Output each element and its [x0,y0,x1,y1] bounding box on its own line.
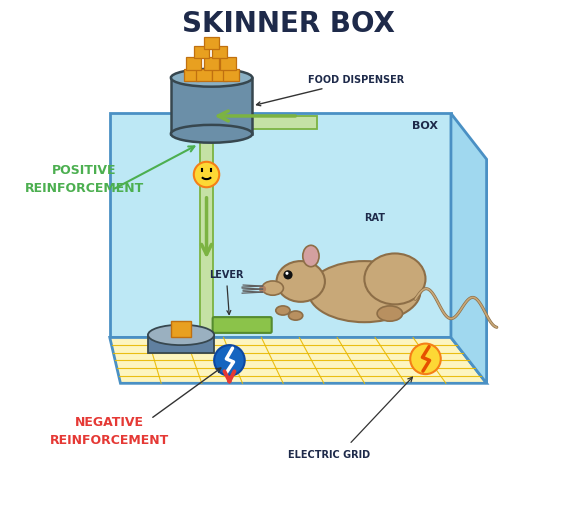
Text: FOOD DISPENSER: FOOD DISPENSER [256,75,404,105]
Ellipse shape [276,261,325,302]
Text: POSITIVE
REINFORCEMENT: POSITIVE REINFORCEMENT [25,164,144,195]
FancyBboxPatch shape [171,78,252,134]
Ellipse shape [377,306,403,321]
Text: SKINNER BOX: SKINNER BOX [181,10,395,38]
FancyBboxPatch shape [213,317,272,333]
FancyBboxPatch shape [223,69,238,81]
FancyBboxPatch shape [148,335,214,353]
Ellipse shape [262,281,283,295]
FancyBboxPatch shape [186,57,202,70]
FancyBboxPatch shape [204,57,219,70]
Ellipse shape [192,108,221,119]
Ellipse shape [171,69,252,87]
FancyBboxPatch shape [220,57,236,70]
Text: ELECTRIC GRID: ELECTRIC GRID [287,450,370,460]
Circle shape [194,162,219,187]
FancyBboxPatch shape [211,46,227,58]
Polygon shape [451,114,487,383]
FancyBboxPatch shape [196,69,211,81]
FancyBboxPatch shape [171,321,191,337]
Circle shape [214,345,245,376]
Ellipse shape [308,261,420,322]
FancyBboxPatch shape [110,114,451,337]
Text: NEGATIVE
REINFORCEMENT: NEGATIVE REINFORCEMENT [50,416,169,447]
FancyBboxPatch shape [200,116,317,129]
Ellipse shape [148,325,214,345]
Text: LEVER: LEVER [209,270,244,314]
Ellipse shape [171,125,252,143]
FancyBboxPatch shape [194,46,209,58]
FancyBboxPatch shape [184,69,199,81]
FancyBboxPatch shape [200,116,213,332]
Ellipse shape [365,253,426,304]
Text: BOX: BOX [412,121,438,131]
FancyBboxPatch shape [211,69,227,81]
Circle shape [259,286,266,293]
Polygon shape [110,337,487,383]
Circle shape [286,272,289,275]
Text: RAT: RAT [364,213,385,223]
Circle shape [283,270,293,280]
Ellipse shape [276,306,290,315]
Ellipse shape [289,311,303,320]
Circle shape [410,344,441,374]
Ellipse shape [303,245,319,267]
FancyBboxPatch shape [204,37,219,49]
